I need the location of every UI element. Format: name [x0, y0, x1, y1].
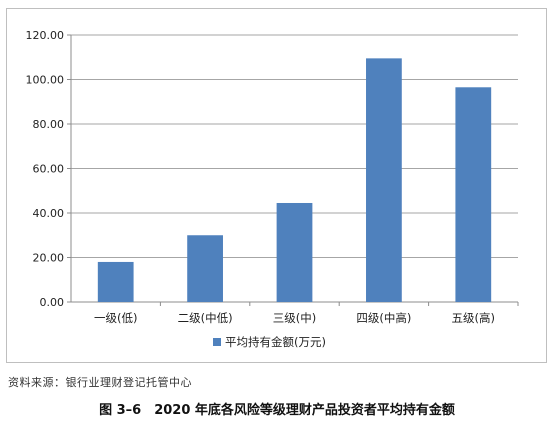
bar [187, 235, 223, 302]
x-tick-label: 二级(中低) [178, 311, 233, 325]
x-tick-label: 三级(中) [273, 311, 316, 325]
legend-label: 平均持有金额(万元) [225, 335, 326, 349]
bar [455, 87, 492, 302]
y-tick-label: 60.00 [33, 163, 65, 176]
y-tick-label: 100.00 [26, 74, 65, 87]
bar-chart: 0.00 20.00 40.00 60.00 80.00 100.00 120.00 一级(低… [26, 29, 519, 349]
y-tick-label: 20.00 [33, 252, 65, 265]
y-tick-label: 40.00 [33, 207, 65, 220]
legend-swatch [213, 338, 221, 346]
x-tick-label: 四级(中高) [356, 311, 411, 325]
source-note: 资料来源：银行业理财登记托管中心 [8, 376, 192, 389]
x-tick-label: 一级(低) [94, 311, 137, 325]
x-tick-label: 五级(高) [452, 311, 495, 325]
chart-frame: 0.00 20.00 40.00 60.00 80.00 100.00 120.00 一级(低… [6, 8, 547, 363]
figure-caption: 图 3–6 2020 年底各风险等级理财产品投资者平均持有金额 [99, 403, 455, 418]
bar [276, 202, 313, 302]
y-tick-label: 80.00 [33, 118, 65, 131]
bar [366, 58, 402, 302]
bar [97, 261, 134, 302]
y-tick-label: 120.00 [26, 29, 65, 42]
y-tick-label: 0.00 [40, 296, 65, 309]
